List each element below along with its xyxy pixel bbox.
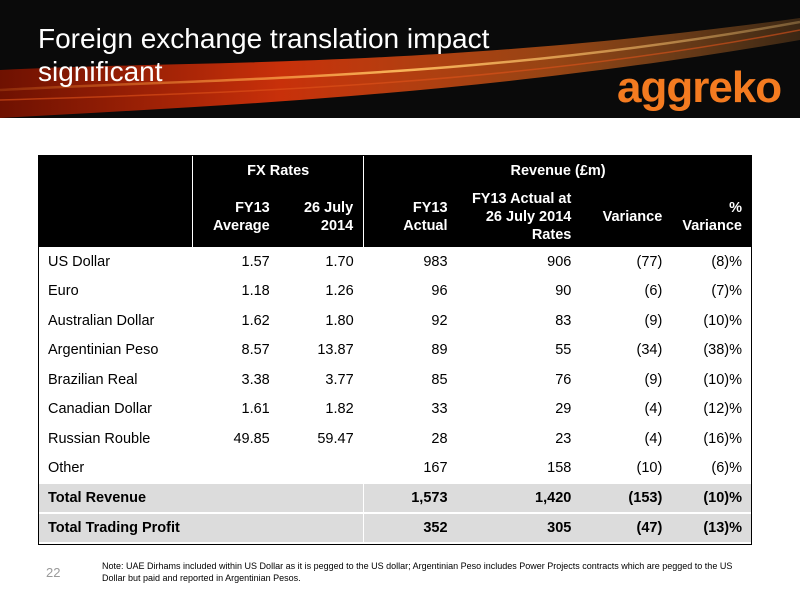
cell-26-july-2014: 1.70 — [325, 253, 354, 270]
cell-fy13-actual: 983 — [423, 253, 448, 270]
cell-fy13-actual: 89 — [431, 342, 448, 359]
cell-fy13-average: 8.57 — [241, 342, 270, 359]
cell-fy13-actual: 28 — [431, 430, 448, 447]
row-label: Argentinian Peso — [48, 342, 159, 359]
cell-fy13-average: 49.85 — [233, 430, 270, 447]
row-label: Russian Rouble — [48, 430, 151, 447]
header-swoosh-graphic — [0, 18, 800, 118]
cell-percent-variance: (6)% — [711, 459, 742, 476]
table-row: Other 167 158 (10) (6)% — [38, 454, 752, 484]
cell-fy13-actual-at-rates: 55 — [555, 342, 572, 359]
table-row: Canadian Dollar 1.61 1.82 33 29 (4) (12)… — [38, 395, 752, 425]
cell-26-july-2014: 13.87 — [317, 342, 354, 359]
cell-fy13-actual-at-rates: 90 — [555, 283, 572, 300]
row-label: Other — [48, 459, 85, 476]
row-label: Euro — [48, 283, 79, 300]
total-row: Total Revenue 1,573 1,420 (153) (10)% — [38, 482, 752, 513]
table-row: Russian Rouble 49.85 59.47 28 23 (4) (16… — [38, 424, 752, 454]
cell-fy13-actual-at-rates: 76 — [555, 371, 572, 388]
cell-fy13-actual-at-rates: 83 — [555, 312, 572, 329]
cell-percent-variance: (13)% — [672, 511, 752, 542]
row-label-header — [38, 187, 193, 247]
cell-fy13-average: 1.62 — [241, 312, 270, 329]
total-row-label: Total Trading Profit — [38, 511, 364, 542]
cell-26-july-2014: 1.80 — [325, 312, 354, 329]
cell-variance: (153) — [581, 482, 673, 513]
cell-percent-variance: (8)% — [711, 253, 742, 270]
cell-26-july-2014: 1.82 — [325, 401, 354, 418]
fx-impact-table: FX Rates Revenue (£m) FY13 Average 26 Ju… — [38, 155, 752, 542]
cell-fy13-actual-at-rates: 158 — [547, 459, 572, 476]
total-row-label: Total Revenue — [38, 482, 364, 513]
cell-variance: (47) — [581, 511, 673, 542]
cell-percent-variance: (10)% — [703, 371, 742, 388]
column-header-26-july-2014: 26 July 2014 — [303, 200, 354, 234]
row-label: Brazilian Real — [48, 371, 138, 388]
cell-fy13-actual-at-rates: 23 — [555, 430, 572, 447]
cell-variance: (34) — [636, 342, 663, 359]
column-header-variance: Variance — [602, 209, 663, 225]
column-header-percent-variance: % Variance — [682, 200, 742, 234]
cell-variance: (9) — [644, 371, 663, 388]
cell-variance: (4) — [644, 401, 663, 418]
cell-variance: (10) — [636, 459, 663, 476]
slide-header: Foreign exchange translation impact sign… — [0, 0, 800, 118]
cell-26-july-2014: 59.47 — [317, 430, 354, 447]
cell-fy13-average: 3.38 — [241, 371, 270, 388]
slide-title: Foreign exchange translation impact sign… — [38, 23, 490, 87]
table-corner — [38, 155, 193, 187]
row-label: Canadian Dollar — [48, 401, 152, 418]
cell-fy13-actual: 1,573 — [363, 482, 458, 513]
cell-fy13-actual-at-rates: 906 — [547, 253, 572, 270]
cell-percent-variance: (16)% — [703, 430, 742, 447]
cell-26-july-2014: 3.77 — [325, 371, 354, 388]
cell-fy13-actual-at-rates: 305 — [457, 511, 582, 542]
column-header-fy13-actual: FY13 Actual — [403, 200, 448, 234]
cell-percent-variance: (7)% — [711, 283, 742, 300]
page-number: 22 — [46, 565, 61, 580]
cell-26-july-2014: 1.26 — [325, 283, 354, 300]
aggreko-logo: aggreko — [617, 63, 782, 112]
cell-fy13-actual: 33 — [431, 401, 448, 418]
group-header-revenue: Revenue (£m) — [363, 155, 752, 187]
total-row: Total Trading Profit 352 305 (47) (13)% — [38, 511, 752, 542]
cell-26-july-2014 — [280, 454, 364, 484]
column-header-fy13-actual-at-rates: FY13 Actual at 26 July 2014 Rates — [471, 191, 572, 243]
footnote: Note: UAE Dirhams included within US Dol… — [102, 561, 733, 583]
cell-variance: (77) — [636, 253, 663, 270]
cell-variance: (9) — [644, 312, 663, 329]
cell-fy13-average: 1.61 — [241, 401, 270, 418]
table-row: US Dollar 1.57 1.70 983 906 (77) (8)% — [38, 247, 752, 277]
cell-fy13-actual: 167 — [423, 459, 448, 476]
cell-variance: (4) — [644, 430, 663, 447]
cell-fy13-average: 1.18 — [241, 283, 270, 300]
table-row: Brazilian Real 3.38 3.77 85 76 (9) (10)% — [38, 365, 752, 395]
cell-variance: (6) — [644, 283, 663, 300]
cell-fy13-average: 1.57 — [241, 253, 270, 270]
cell-fy13-actual: 85 — [431, 371, 448, 388]
table-row: Australian Dollar 1.62 1.80 92 83 (9) (1… — [38, 306, 752, 336]
cell-percent-variance: (12)% — [703, 401, 742, 418]
column-header-fy13-average: FY13 Average — [213, 200, 270, 234]
table-row: Euro 1.18 1.26 96 90 (6) (7)% — [38, 277, 752, 307]
row-label: Australian Dollar — [48, 312, 155, 329]
cell-fy13-actual-at-rates: 29 — [555, 401, 572, 418]
table-row: Argentinian Peso 8.57 13.87 89 55 (34) (… — [38, 336, 752, 366]
group-header-fx-rates: FX Rates — [192, 155, 364, 187]
cell-percent-variance: (10)% — [672, 482, 752, 513]
cell-fy13-actual: 92 — [431, 312, 448, 329]
cell-fy13-actual: 96 — [431, 283, 448, 300]
row-label: US Dollar — [48, 253, 111, 270]
cell-fy13-average — [193, 454, 280, 484]
cell-fy13-actual: 352 — [363, 511, 458, 542]
cell-percent-variance: (38)% — [703, 342, 742, 359]
cell-percent-variance: (10)% — [703, 312, 742, 329]
cell-fy13-actual-at-rates: 1,420 — [457, 482, 582, 513]
